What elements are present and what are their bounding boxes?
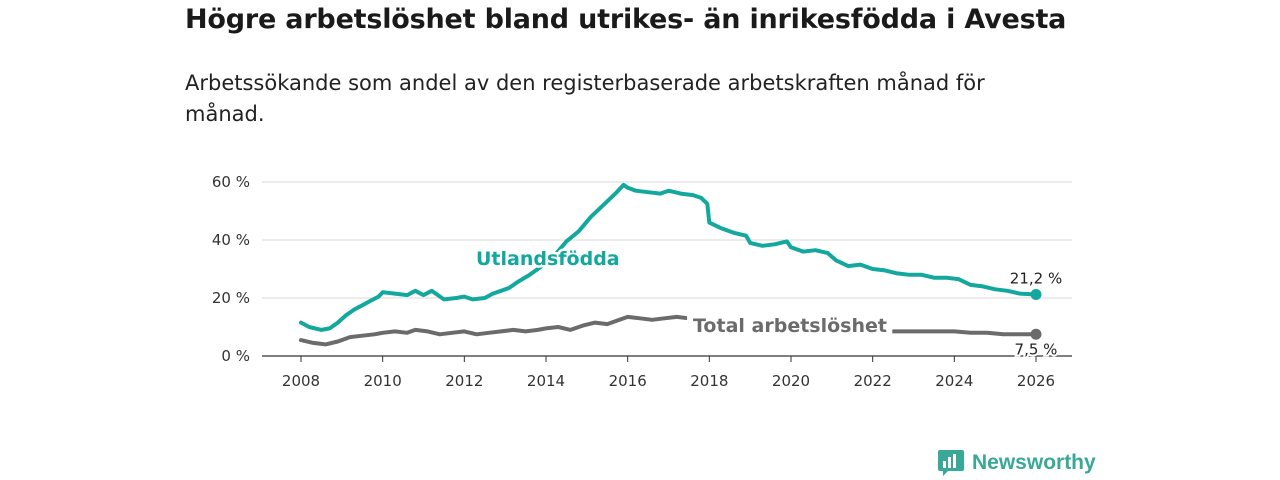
chart-title: Högre arbetslöshet bland utrikes- än inr… [185, 4, 1067, 35]
y-tick-label: 0 % [221, 347, 250, 365]
label-group: 21,2 % 7,5 % Utlandsfödda Total arbetslöshe… [474, 246, 1065, 361]
end-point-utlandsfodda [1030, 289, 1042, 301]
x-tick-label: 2026 [1017, 372, 1055, 390]
x-tick-label: 2020 [772, 372, 810, 390]
bar-chart-speech-icon [938, 450, 964, 476]
chart-subtitle: Arbetssökande som andel av den registerb… [185, 71, 985, 126]
brand-name: Newsworthy [972, 451, 1096, 474]
x-axis: 2008 2010 2012 2014 2016 2018 2020 2022 2024 2026 [282, 356, 1055, 390]
series-line-utlandsfodda [299, 182, 1038, 332]
x-tick-label: 2022 [854, 372, 892, 390]
y-axis: 0 % 20 % 40 % 60 % [212, 173, 250, 365]
grid [262, 181, 1072, 357]
end-label-utlandsfodda: 21,2 % [1010, 270, 1062, 288]
y-tick-label: 40 % [212, 231, 250, 249]
series-group [299, 182, 1042, 347]
x-tick-label: 2008 [282, 372, 320, 390]
end-label-total: 7,5 % [1015, 340, 1058, 358]
y-tick-label: 20 % [212, 289, 250, 307]
x-tick-label: 2018 [690, 372, 728, 390]
brand-logo: Newsworthy [938, 448, 1096, 478]
end-point-total [1030, 328, 1042, 340]
y-tick-label: 60 % [212, 173, 250, 191]
x-tick-label: 2014 [527, 372, 565, 390]
x-tick-label: 2016 [609, 372, 647, 390]
series-label-total: Total arbetslöshet [693, 315, 887, 337]
series-line-total [299, 314, 1038, 347]
x-tick-label: 2024 [935, 372, 973, 390]
x-tick-label: 2010 [364, 372, 402, 390]
x-tick-label: 2012 [445, 372, 483, 390]
series-label-utlandsfodda: Utlandsfödda [476, 248, 620, 270]
line-chart: 2008 2010 2012 2014 2016 2018 2020 2022 2024 2026… [212, 173, 1072, 390]
